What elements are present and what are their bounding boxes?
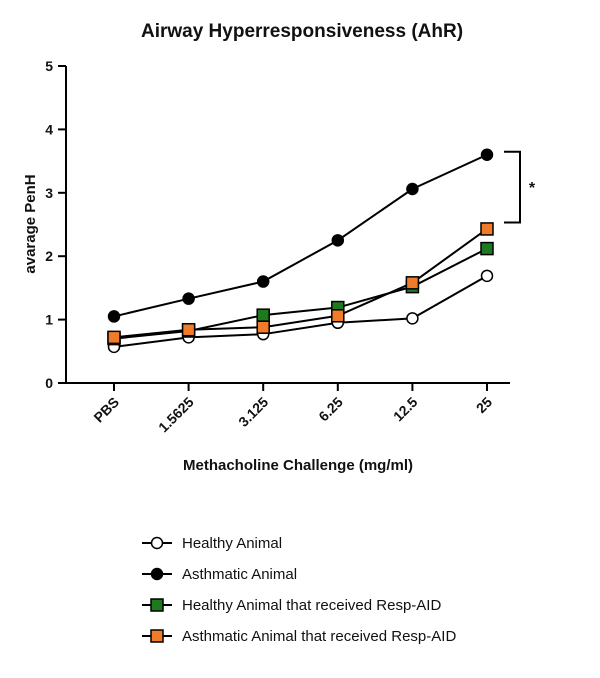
x-tick-label: 3.125 — [235, 394, 271, 430]
series-line — [113, 153, 488, 318]
legend-label: Healthy Animal that received Resp-AID — [182, 597, 441, 614]
legend-marker — [150, 536, 164, 550]
data-point — [256, 275, 270, 288]
series-line — [113, 228, 488, 339]
y-tick-label: 3 — [45, 185, 53, 201]
series-2 — [113, 153, 488, 318]
y-tick-label: 2 — [45, 248, 53, 264]
series-2-markers — [107, 148, 494, 323]
x-ticks: PBS 1.5625 3.125 6.25 12.5 25 — [90, 383, 495, 435]
legend-marker — [150, 567, 164, 581]
data-point — [107, 330, 121, 345]
series-4 — [113, 228, 488, 339]
legend-marker — [150, 598, 164, 612]
chart-title: Airway Hyperresponsiveness (AhR) — [141, 21, 463, 42]
x-tick-label: 6.25 — [315, 394, 346, 425]
data-point — [480, 148, 494, 162]
axes — [65, 66, 510, 384]
legend-item: Asthmatic Animal — [142, 566, 297, 583]
significance-annotation: * — [504, 150, 536, 224]
y-tick-label: 4 — [45, 121, 53, 137]
legend-label: Healthy Animal — [182, 535, 282, 552]
y-axis-title: avarage PenH — [22, 174, 39, 273]
y-tick-label: 0 — [45, 375, 53, 391]
series-4-markers — [107, 222, 494, 345]
data-point — [182, 292, 195, 305]
x-tick-label: 1.5625 — [155, 394, 197, 436]
data-point — [406, 312, 419, 325]
legend-item: Asthmatic Animal that received Resp-AID — [142, 628, 456, 645]
x-tick-label: PBS — [90, 394, 122, 426]
x-tick-label: 25 — [473, 394, 495, 416]
significance-star: * — [529, 180, 536, 197]
data-point — [480, 222, 494, 236]
x-tick-label: 12.5 — [390, 394, 421, 425]
data-point — [406, 182, 419, 196]
legend-item: Healthy Animal — [142, 535, 282, 552]
legend-marker — [150, 629, 164, 643]
y-ticks: 0 1 2 3 4 5 — [45, 58, 66, 391]
y-tick-label: 1 — [45, 312, 53, 328]
data-point — [405, 276, 420, 290]
x-axis-title: Methacholine Challenge (mg/ml) — [183, 457, 413, 474]
series-line — [113, 247, 488, 340]
data-point — [181, 322, 196, 337]
data-point — [256, 320, 270, 334]
legend-label: Asthmatic Animal that received Resp-AID — [182, 628, 456, 645]
y-tick-label: 5 — [45, 58, 53, 74]
series-layer — [107, 148, 494, 354]
series-3 — [113, 247, 488, 340]
series-line — [113, 274, 488, 348]
data-point — [107, 310, 121, 323]
legend-label: Asthmatic Animal — [182, 566, 297, 583]
data-point — [480, 269, 494, 283]
data-point — [480, 241, 494, 256]
series-1 — [113, 274, 488, 348]
data-point — [331, 309, 345, 323]
significance-bracket — [504, 150, 521, 224]
legend: Healthy Animal Asthmatic Animal Healthy An… — [142, 535, 456, 645]
legend-item: Healthy Animal that received Resp-AID — [142, 597, 441, 614]
data-point — [256, 308, 270, 322]
data-point — [331, 234, 345, 247]
